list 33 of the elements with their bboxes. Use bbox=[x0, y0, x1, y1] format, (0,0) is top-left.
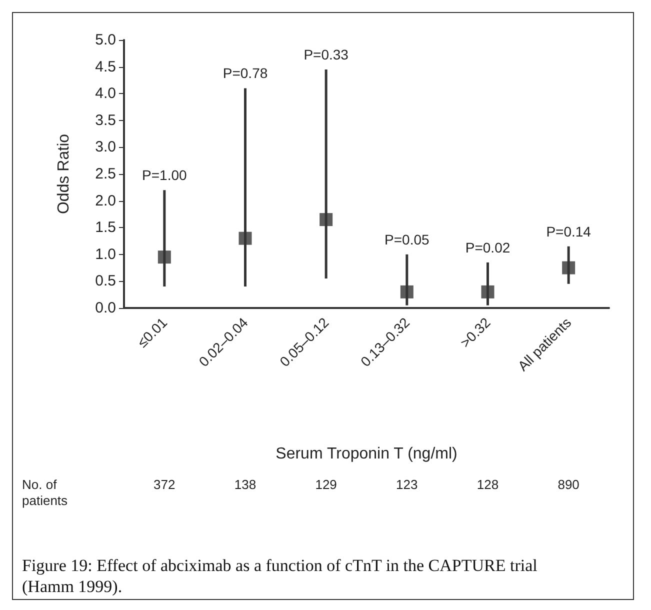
point bbox=[320, 213, 333, 226]
y-tick-label: 4.0 bbox=[95, 85, 116, 102]
text: 372 bbox=[154, 477, 176, 492]
text: No. of patients bbox=[22, 477, 69, 509]
annotation: P=0.33 bbox=[304, 46, 349, 62]
text: 138 bbox=[234, 477, 256, 492]
text: 123 bbox=[396, 477, 418, 492]
y-tick-label: 2.0 bbox=[95, 192, 116, 210]
y-tick-label: 5.0 bbox=[95, 32, 116, 48]
point bbox=[481, 285, 494, 298]
y-tick-label: 0.5 bbox=[95, 272, 116, 290]
point bbox=[400, 285, 414, 298]
point bbox=[238, 232, 252, 245]
y-tick-label: 3.5 bbox=[95, 112, 116, 129]
y-tick-label: 0.0 bbox=[95, 300, 116, 316]
point bbox=[562, 261, 576, 274]
annotation: P=1.00 bbox=[142, 167, 188, 184]
y-tick-label: 1.5 bbox=[95, 219, 116, 236]
y-tick-label: 2.5 bbox=[95, 166, 116, 182]
point bbox=[158, 250, 171, 264]
caption: Figure 19: Effect of abciximab as a function of cTnT in the CAPTURE trial (Hamm 1999). bbox=[22, 555, 538, 597]
y-tick-label: 4.5 bbox=[95, 58, 116, 76]
text: 128 bbox=[476, 477, 499, 492]
text: 129 bbox=[315, 477, 337, 492]
y-tick-label: 3.0 bbox=[95, 138, 116, 156]
y-tick-label: 1.0 bbox=[95, 246, 116, 263]
annotation: P=0.14 bbox=[546, 223, 592, 240]
text: 890 bbox=[558, 477, 580, 492]
annotation: P=0.02 bbox=[465, 239, 510, 256]
annotation: P=0.78 bbox=[222, 65, 268, 82]
annotation: P=0.05 bbox=[384, 231, 430, 248]
y-axis-title: Odds Ratio bbox=[56, 134, 72, 214]
x-axis-title: Serum Troponin T (ng/ml) bbox=[276, 446, 458, 462]
